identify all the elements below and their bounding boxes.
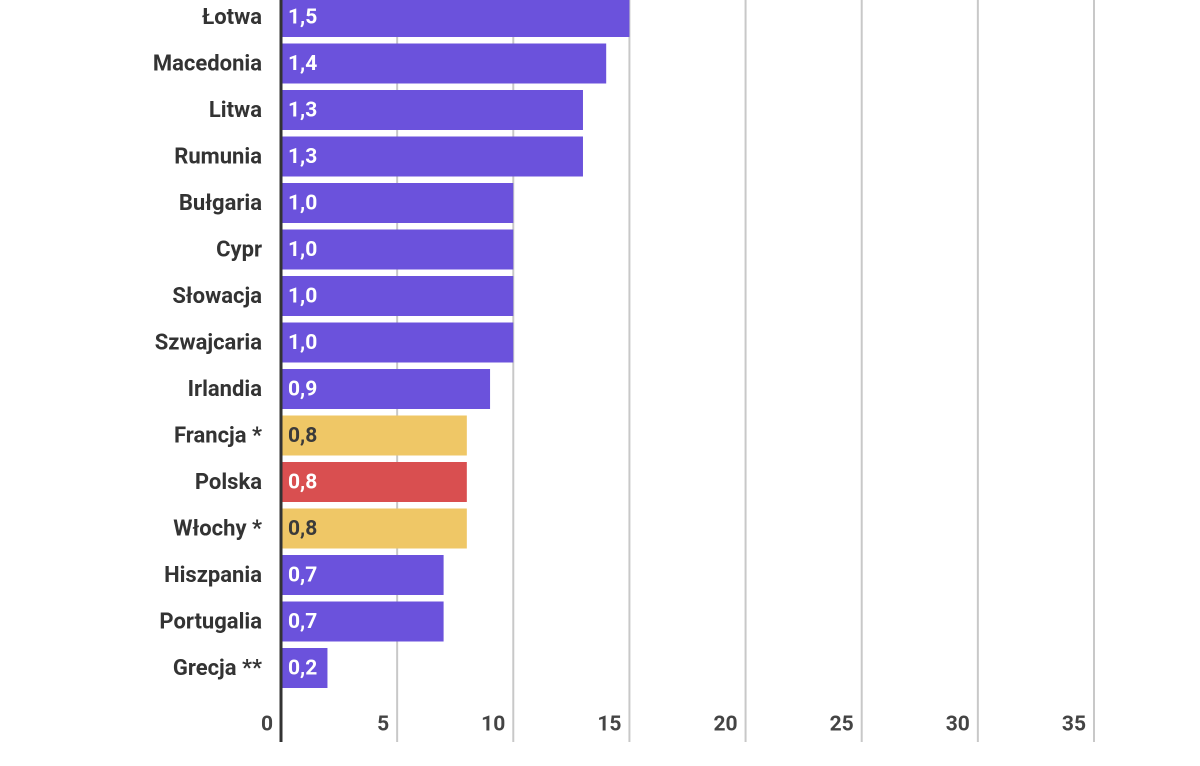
y-tick-label: Słowacja (172, 284, 262, 309)
value-label: 1,0 (288, 331, 317, 355)
x-tick-label: 5 (377, 713, 389, 737)
value-label: 1,0 (288, 238, 317, 262)
bar (281, 136, 583, 177)
x-tick-label: 20 (713, 713, 737, 737)
value-label: 0,2 (288, 657, 317, 681)
x-tick-label: 25 (830, 713, 854, 737)
x-tick-label: 35 (1062, 713, 1086, 737)
value-label: 1,4 (288, 52, 317, 76)
bar (281, 508, 467, 549)
value-label: 1,5 (288, 6, 317, 30)
bar (281, 183, 514, 223)
bar (281, 648, 328, 688)
bar (281, 369, 491, 409)
bar (281, 322, 514, 363)
y-tick-label: Bułgaria (179, 191, 262, 216)
value-label: 0,7 (288, 610, 317, 634)
x-tick-label: 0 (261, 713, 273, 737)
value-label: 0,7 (288, 564, 317, 588)
value-label: 1,0 (288, 192, 317, 216)
value-label: 1,3 (288, 145, 317, 169)
y-tick-label: Włochy * (173, 516, 262, 541)
x-tick-label: 30 (946, 713, 970, 737)
y-tick-label: Hiszpania (164, 563, 262, 588)
y-tick-label: Łotwa (202, 5, 262, 30)
bar (281, 462, 467, 502)
value-label: 0,8 (288, 517, 317, 541)
y-tick-label: Irlandia (188, 377, 263, 402)
bar (281, 415, 467, 456)
x-tick-label: 15 (597, 713, 621, 737)
y-tick-label: Polska (195, 470, 262, 495)
y-tick-label: Portugalia (159, 609, 262, 634)
y-tick-label: Macedonia (153, 51, 262, 76)
bar (281, 555, 444, 595)
bar (281, 229, 514, 270)
y-tick-label: Litwa (209, 98, 262, 123)
value-label: 1,0 (288, 285, 317, 309)
x-tick-label: 10 (481, 713, 505, 737)
value-label: 0,9 (288, 378, 317, 402)
value-label: 0,8 (288, 471, 317, 495)
bar (281, 0, 630, 37)
y-tick-label: Grecja ** (173, 656, 262, 681)
bar (281, 90, 583, 130)
y-tick-label: Rumunia (174, 144, 262, 169)
value-label: 1,3 (288, 99, 317, 123)
y-tick-label: Szwajcaria (155, 330, 263, 355)
y-tick-label: Francja * (174, 423, 262, 448)
bar (281, 43, 607, 84)
bar (281, 276, 514, 316)
bar (281, 601, 444, 642)
value-label: 0,8 (288, 424, 317, 448)
y-tick-label: Cypr (216, 237, 262, 262)
